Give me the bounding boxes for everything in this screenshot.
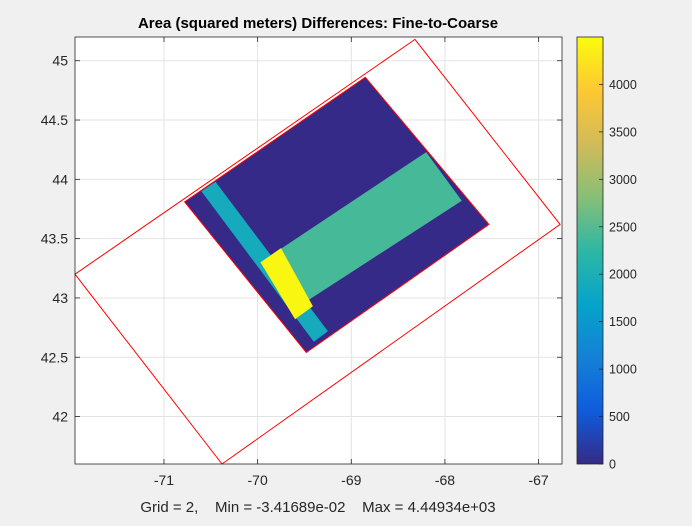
- heatmap-cell-band-mid: [260, 152, 462, 304]
- x-tick-label: -68: [435, 472, 455, 488]
- x-tick-label: -69: [341, 472, 361, 488]
- y-tick-label: 42.5: [41, 349, 68, 365]
- y-tick-label: 42: [52, 409, 68, 425]
- colorbar-tick-label: 1500: [609, 315, 637, 329]
- y-tick-label: 44.5: [41, 112, 68, 128]
- outer-boundary-outline: [74, 38, 561, 465]
- x-tick-label: -70: [248, 472, 268, 488]
- colorbar: [576, 36, 604, 465]
- colorbar-tick-label: 500: [609, 410, 630, 424]
- heatmap-cell-overlap-high: [260, 248, 313, 320]
- axes-box: [74, 36, 563, 465]
- colorbar-ticks: 0 500 1000 1500 2000 2500 3000 3500 4000: [599, 78, 637, 472]
- colorbar-tick-label: 4000: [609, 78, 637, 92]
- inner-boundary-outline: [183, 76, 490, 354]
- y-tick-label: 43: [52, 290, 68, 306]
- x-tick-label: -67: [528, 472, 548, 488]
- colorbar-tick-label: 2000: [609, 268, 637, 282]
- axis-ticks: -71 -70 -69 -68 -67 42 42.5 43 43.5 44 44.5 45: [41, 37, 562, 488]
- y-tick-label: 44: [52, 171, 68, 187]
- colorbar-tick-label: 0: [609, 458, 616, 472]
- y-tick-label: 43.5: [41, 231, 68, 247]
- heatmap-cells: [184, 77, 489, 353]
- outlines: [74, 38, 561, 465]
- colorbar-tick-label: 3500: [609, 125, 637, 139]
- colorbar-tick-label: 3000: [609, 173, 637, 187]
- chart-footer: Grid = 2, Min = -3.41689e-02 Max = 4.449…: [140, 499, 495, 516]
- chart-title: Area (squared meters) Differences: Fine-…: [138, 15, 498, 32]
- x-tick-label: -71: [154, 472, 174, 488]
- colorbar-tick-label: 2500: [609, 220, 637, 234]
- y-tick-label: 45: [52, 53, 68, 69]
- colorbar-tick-label: 1000: [609, 363, 637, 377]
